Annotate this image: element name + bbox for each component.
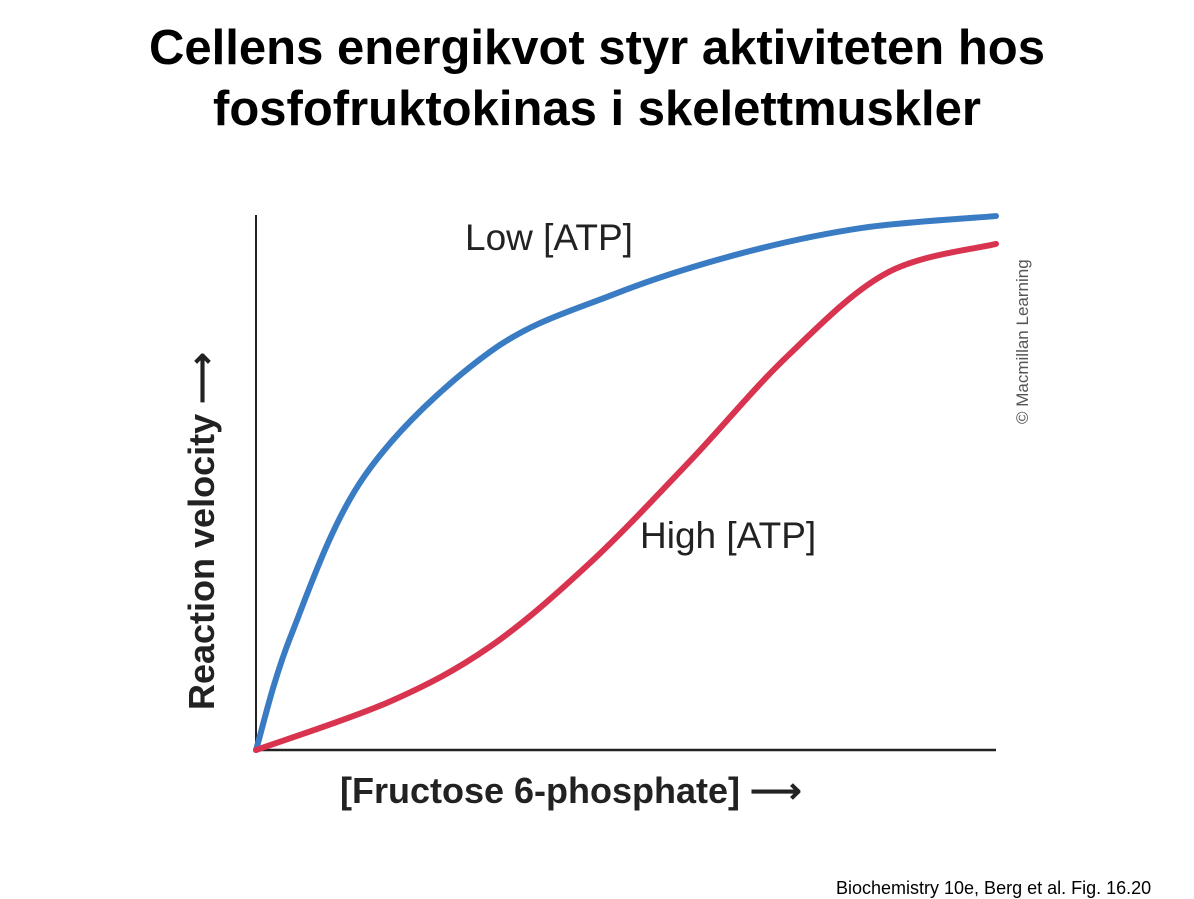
series-label-high-atp: High [ATP] <box>640 515 816 556</box>
series-label-low-atp: Low [ATP] <box>465 217 633 258</box>
source-citation: Biochemistry 10e, Berg et al. Fig. 16.20 <box>836 878 1152 898</box>
copyright-note: © Macmillan Learning <box>1013 259 1032 424</box>
series-line-high-atp <box>253 240 999 753</box>
title-line-1: Cellens energikvot styr aktiviteten hos <box>149 21 1045 75</box>
x-axis-label: [Fructose 6-phosphate] ⟶ <box>340 770 802 811</box>
title-line-2: fosfofruktokinas i skelettmuskler <box>213 82 981 136</box>
slide-title: Cellens energikvot styr aktiviteten hos … <box>0 18 1194 140</box>
series-line-low-atp <box>253 213 999 753</box>
y-axis-label: Reaction velocity ⟶ <box>181 352 222 710</box>
